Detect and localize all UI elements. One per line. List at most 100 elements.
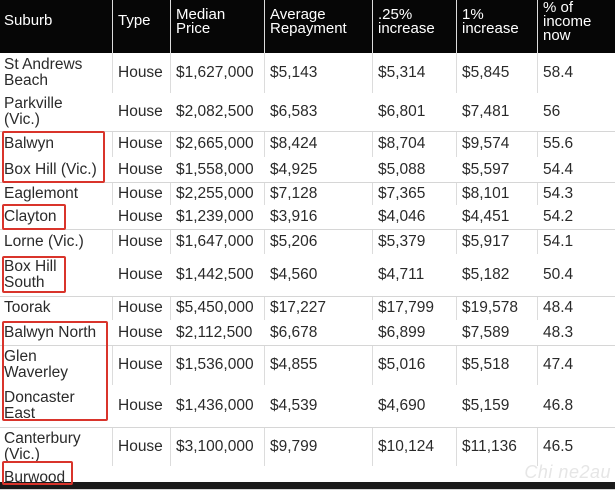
cell-quarter-percent-increase: $8,704 (378, 135, 426, 152)
cell-percent-of-income: 54.3 (543, 185, 574, 202)
cell-average-repayment: $6,678 (270, 324, 318, 341)
table-row: St Andrews Beach House $1,627,000 $5,143 $5,… (0, 53, 615, 94)
cell-type: House (118, 299, 163, 316)
header-type[interactable]: Type (118, 12, 151, 29)
header-quarter-percent-increase[interactable]: .25% increase (378, 6, 435, 37)
cell-median-price: $1,239,000 (176, 208, 254, 225)
column-divider (264, 0, 265, 489)
table-row: Parkville (Vic.) House $2,082,500 $6,583 $6,… (0, 93, 615, 132)
cell-average-repayment: $7,128 (270, 185, 318, 202)
cell-percent-of-income: 58.4 (543, 64, 574, 81)
cell-percent-of-income: 48.3 (543, 324, 574, 341)
column-divider (112, 0, 113, 489)
cell-type: House (118, 135, 163, 152)
cell-quarter-percent-increase: $4,711 (378, 266, 425, 283)
cell-quarter-percent-increase: $5,088 (378, 161, 426, 178)
header-percent-of-income[interactable]: % of income now (543, 0, 592, 44)
highlight-box (2, 256, 66, 293)
cell-median-price: $2,665,000 (176, 135, 254, 152)
cell-quarter-percent-increase: $4,690 (378, 397, 426, 414)
cell-one-percent-increase: $9,574 (462, 135, 510, 152)
header-median-price[interactable]: Median Price (176, 6, 226, 37)
cell-median-price: $3,100,000 (176, 438, 254, 455)
table-row: Glen Waverley House $1,536,000 $4,855 $5,016… (0, 345, 615, 386)
cell-average-repayment: $4,560 (270, 266, 318, 283)
cell-median-price: $1,627,000 (176, 64, 254, 81)
cell-suburb: Box Hill South (4, 258, 57, 291)
cell-quarter-percent-increase: $4,046 (378, 208, 426, 225)
cell-quarter-percent-increase: $6,899 (378, 324, 426, 341)
cell-quarter-percent-increase: $5,314 (378, 64, 426, 81)
cell-type: House (118, 324, 163, 341)
cell-suburb: St Andrews Beach (4, 56, 83, 89)
cell-average-repayment: $8,424 (270, 135, 318, 152)
table-row: Eaglemont House $2,255,000 $7,128 $7,365 $8,1… (0, 182, 615, 206)
cell-type: House (118, 185, 163, 202)
table-row: Canterbury (Vic.) House $3,100,000 $9,799 $1… (0, 427, 615, 467)
cell-percent-of-income: 46.5 (543, 438, 574, 455)
cell-type: House (118, 208, 163, 225)
column-divider (456, 0, 457, 489)
cell-percent-of-income: 54.4 (543, 161, 574, 178)
column-divider (170, 0, 171, 489)
cell-average-repayment: $4,855 (270, 356, 318, 373)
cell-average-repayment: $17,227 (270, 299, 327, 316)
cell-quarter-percent-increase: $5,379 (378, 233, 426, 250)
cell-one-percent-increase: $5,917 (462, 233, 510, 250)
cell-average-repayment: $6,583 (270, 103, 318, 120)
watermark: Chi ne2au (524, 462, 611, 482)
cell-suburb: Doncaster East (4, 389, 75, 422)
cell-percent-of-income: 47.4 (543, 356, 574, 373)
cell-quarter-percent-increase: $10,124 (378, 438, 435, 455)
cell-one-percent-increase: $7,481 (462, 103, 510, 120)
column-divider (372, 0, 373, 489)
header-average-repayment[interactable]: Average Repayment (270, 6, 347, 37)
table-row: Box Hill South House $1,442,500 $4,560 $4,71… (0, 254, 615, 297)
cell-suburb: Glen Waverley (4, 348, 69, 381)
table-row: Toorak House $5,450,000 $17,227 $17,799 $19,5… (0, 296, 615, 321)
cell-median-price: $5,450,000 (176, 299, 254, 316)
table-row: Clayton House $1,239,000 $3,916 $4,046 $4,451… (0, 205, 615, 230)
cell-median-price: $1,558,000 (176, 161, 254, 178)
cell-type: House (118, 103, 163, 120)
cell-one-percent-increase: $5,518 (462, 356, 510, 373)
cell-suburb: Toorak (4, 299, 51, 316)
cell-median-price: $2,112,500 (176, 324, 253, 341)
cell-percent-of-income: 55.6 (543, 135, 574, 152)
highlight-box (2, 131, 105, 183)
cell-suburb: Eaglemont (4, 185, 79, 202)
header-one-percent-increase[interactable]: 1% increase (462, 6, 519, 37)
cell-suburb: Balwyn North (4, 324, 97, 341)
cell-suburb: Parkville (Vic.) (4, 95, 63, 128)
cell-one-percent-increase: $4,451 (462, 208, 510, 225)
cell-type: House (118, 233, 163, 250)
cell-quarter-percent-increase: $7,365 (378, 185, 426, 202)
highlight-box (2, 204, 66, 230)
cell-one-percent-increase: $19,578 (462, 299, 519, 316)
cell-average-repayment: $9,799 (270, 438, 318, 455)
cell-type: House (118, 266, 163, 283)
horizontal-scrollbar[interactable] (0, 482, 615, 489)
cell-median-price: $2,082,500 (176, 103, 254, 120)
cell-quarter-percent-increase: $17,799 (378, 299, 435, 316)
cell-percent-of-income: 54.2 (543, 208, 574, 225)
cell-type: House (118, 64, 163, 81)
cell-type: House (118, 161, 163, 178)
cell-suburb: Canterbury (Vic.) (4, 430, 81, 463)
cell-type: House (118, 438, 163, 455)
cell-median-price: $1,536,000 (176, 356, 254, 373)
cell-median-price: $1,647,000 (176, 233, 254, 250)
cell-suburb: Lorne (Vic.) (4, 233, 84, 250)
cell-one-percent-increase: $5,597 (462, 161, 510, 178)
cell-type: House (118, 356, 163, 373)
cell-type: House (118, 397, 163, 414)
cell-one-percent-increase: $5,845 (462, 64, 510, 81)
cell-median-price: $2,255,000 (176, 185, 254, 202)
cell-percent-of-income: 48.4 (543, 299, 574, 316)
cell-average-repayment: $5,143 (270, 64, 318, 81)
table-header (0, 0, 615, 53)
header-suburb[interactable]: Suburb (4, 12, 53, 29)
table-row: Lorne (Vic.) House $1,647,000 $5,206 $5,379 $… (0, 229, 615, 255)
cell-one-percent-increase: $11,136 (462, 438, 517, 455)
cell-average-repayment: $4,925 (270, 161, 318, 178)
